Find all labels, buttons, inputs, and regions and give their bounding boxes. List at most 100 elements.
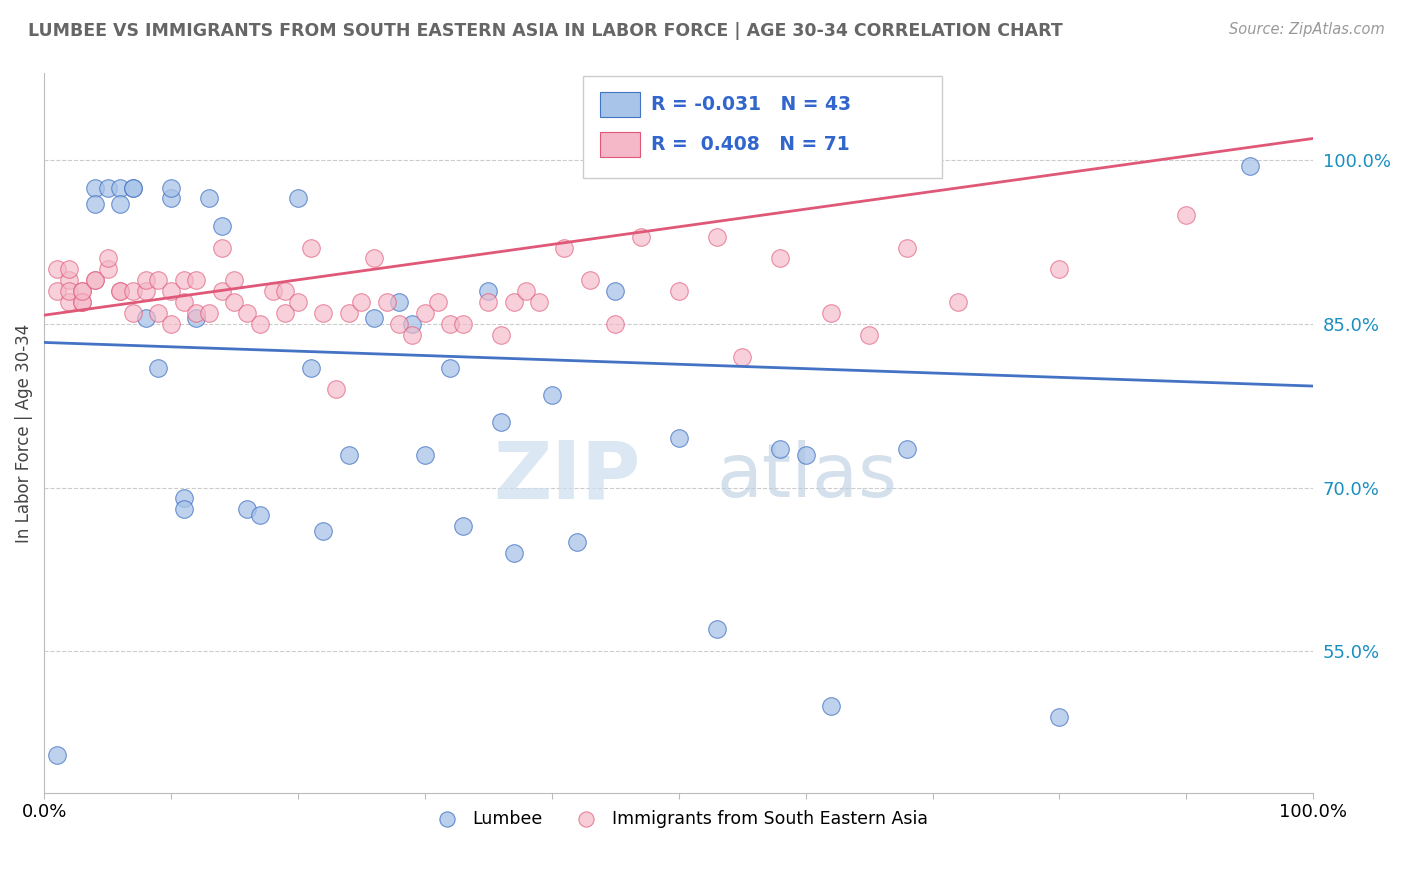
Text: ZIP: ZIP (494, 437, 641, 516)
Point (148, 306, 170, 320)
Point (173, 491, 195, 506)
Point (70, 284, 93, 298)
Point (173, 502, 195, 516)
Point (413, 306, 436, 320)
Point (249, 317, 271, 331)
Point (224, 273, 246, 287)
Point (236, 502, 259, 516)
Point (186, 306, 208, 320)
Point (794, 448, 817, 462)
Point (135, 273, 157, 287)
Point (58, 262, 80, 277)
Point (135, 311, 157, 326)
Point (363, 252, 385, 266)
Y-axis label: In Labor Force | Age 30-34: In Labor Force | Age 30-34 (15, 324, 32, 542)
Point (110, 284, 132, 298)
Point (70, 295, 93, 310)
Point (426, 295, 449, 310)
Point (413, 448, 436, 462)
Point (540, 388, 562, 402)
Point (122, 180, 145, 194)
Point (896, 241, 918, 255)
Point (236, 306, 259, 320)
Point (299, 360, 322, 375)
Point (45, 262, 67, 277)
Point (224, 295, 246, 310)
Point (312, 524, 335, 538)
Point (451, 518, 474, 533)
Point (198, 191, 221, 205)
Point (122, 180, 145, 194)
Point (668, 284, 690, 298)
Point (515, 284, 537, 298)
Point (553, 241, 575, 255)
Point (502, 546, 524, 560)
Point (58, 273, 80, 287)
Point (160, 180, 183, 194)
Point (274, 306, 297, 320)
Point (110, 197, 132, 211)
Point (337, 306, 360, 320)
Text: R = -0.031   N = 43: R = -0.031 N = 43 (651, 95, 851, 114)
Point (70, 284, 93, 298)
Point (769, 252, 792, 266)
Point (274, 284, 297, 298)
Point (565, 535, 588, 549)
Point (439, 317, 461, 331)
Point (439, 360, 461, 375)
Point (401, 327, 423, 342)
Point (83, 273, 105, 287)
Point (451, 317, 474, 331)
Point (896, 442, 918, 457)
Point (375, 295, 398, 310)
Point (946, 295, 969, 310)
Text: Source: ZipAtlas.com: Source: ZipAtlas.com (1229, 22, 1385, 37)
Point (211, 241, 233, 255)
Point (489, 415, 512, 429)
Point (186, 311, 208, 326)
Point (249, 508, 271, 522)
Point (489, 327, 512, 342)
Point (110, 180, 132, 194)
Point (579, 273, 602, 287)
Point (1175, 208, 1198, 222)
Point (630, 229, 652, 244)
Point (97, 262, 120, 277)
Point (731, 350, 754, 364)
Point (58, 284, 80, 298)
Point (45, 747, 67, 762)
Point (706, 623, 728, 637)
Point (502, 295, 524, 310)
Text: LUMBEE VS IMMIGRANTS FROM SOUTH EASTERN ASIA IN LABOR FORCE | AGE 30-34 CORRELAT: LUMBEE VS IMMIGRANTS FROM SOUTH EASTERN … (28, 22, 1063, 40)
Point (122, 306, 145, 320)
Point (820, 306, 842, 320)
Point (769, 442, 792, 457)
Point (173, 273, 195, 287)
Point (605, 284, 627, 298)
Point (605, 317, 627, 331)
Point (97, 180, 120, 194)
Text: R =  0.408   N = 71: R = 0.408 N = 71 (651, 135, 849, 154)
Point (58, 295, 80, 310)
Point (45, 284, 67, 298)
Point (363, 311, 385, 326)
Point (858, 327, 880, 342)
Point (401, 317, 423, 331)
Point (122, 284, 145, 298)
Point (173, 295, 195, 310)
Point (135, 284, 157, 298)
Point (350, 295, 373, 310)
Point (299, 241, 322, 255)
Point (312, 306, 335, 320)
Point (1239, 159, 1261, 173)
Point (198, 306, 221, 320)
Point (325, 382, 347, 396)
Point (287, 295, 309, 310)
Point (83, 180, 105, 194)
Point (211, 219, 233, 233)
Point (287, 191, 309, 205)
Point (706, 229, 728, 244)
Point (70, 295, 93, 310)
Point (1049, 262, 1071, 277)
Point (97, 252, 120, 266)
